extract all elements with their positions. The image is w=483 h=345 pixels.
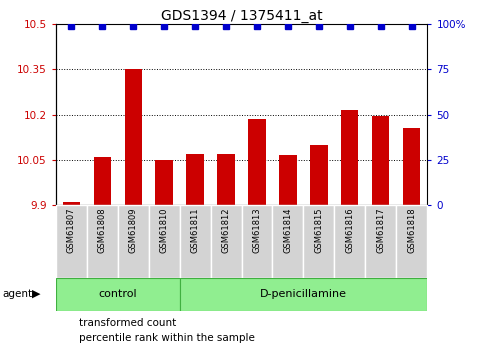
Bar	[311, 145, 327, 205]
Bar	[334, 205, 366, 278]
Bar	[217, 154, 235, 205]
Bar	[186, 154, 203, 205]
Text: percentile rank within the sample: percentile rank within the sample	[79, 333, 255, 343]
Bar	[62, 202, 80, 205]
Text: GSM61808: GSM61808	[98, 207, 107, 253]
Text: GSM61813: GSM61813	[253, 207, 261, 253]
Bar	[86, 205, 117, 278]
Bar	[56, 205, 86, 278]
Text: GSM61816: GSM61816	[345, 207, 355, 253]
Bar	[125, 69, 142, 205]
Text: GDS1394 / 1375411_at: GDS1394 / 1375411_at	[161, 9, 322, 23]
Bar	[248, 119, 266, 205]
Text: GSM61815: GSM61815	[314, 207, 324, 253]
Bar	[303, 205, 334, 278]
Text: GSM61814: GSM61814	[284, 207, 293, 253]
Text: GSM61818: GSM61818	[408, 207, 416, 253]
Bar	[272, 205, 303, 278]
Bar	[156, 160, 172, 205]
Bar	[366, 205, 397, 278]
Text: GSM61817: GSM61817	[376, 207, 385, 253]
Text: GSM61807: GSM61807	[67, 207, 75, 253]
Text: transformed count: transformed count	[79, 318, 176, 328]
Text: GSM61811: GSM61811	[190, 207, 199, 253]
Bar	[56, 278, 180, 310]
Bar	[403, 128, 421, 205]
Bar	[211, 205, 242, 278]
Text: agent: agent	[2, 289, 32, 299]
Text: GSM61809: GSM61809	[128, 207, 138, 253]
Bar	[372, 116, 389, 205]
Bar	[397, 205, 427, 278]
Text: GSM61812: GSM61812	[222, 207, 230, 253]
Bar	[94, 157, 111, 205]
Bar	[341, 110, 358, 205]
Bar	[180, 278, 427, 310]
Text: ▶: ▶	[32, 289, 41, 299]
Text: control: control	[98, 289, 137, 299]
Text: GSM61810: GSM61810	[159, 207, 169, 253]
Bar	[280, 156, 297, 205]
Bar	[242, 205, 272, 278]
Text: D-penicillamine: D-penicillamine	[260, 289, 347, 299]
Bar	[117, 205, 149, 278]
Bar	[149, 205, 180, 278]
Bar	[180, 205, 211, 278]
